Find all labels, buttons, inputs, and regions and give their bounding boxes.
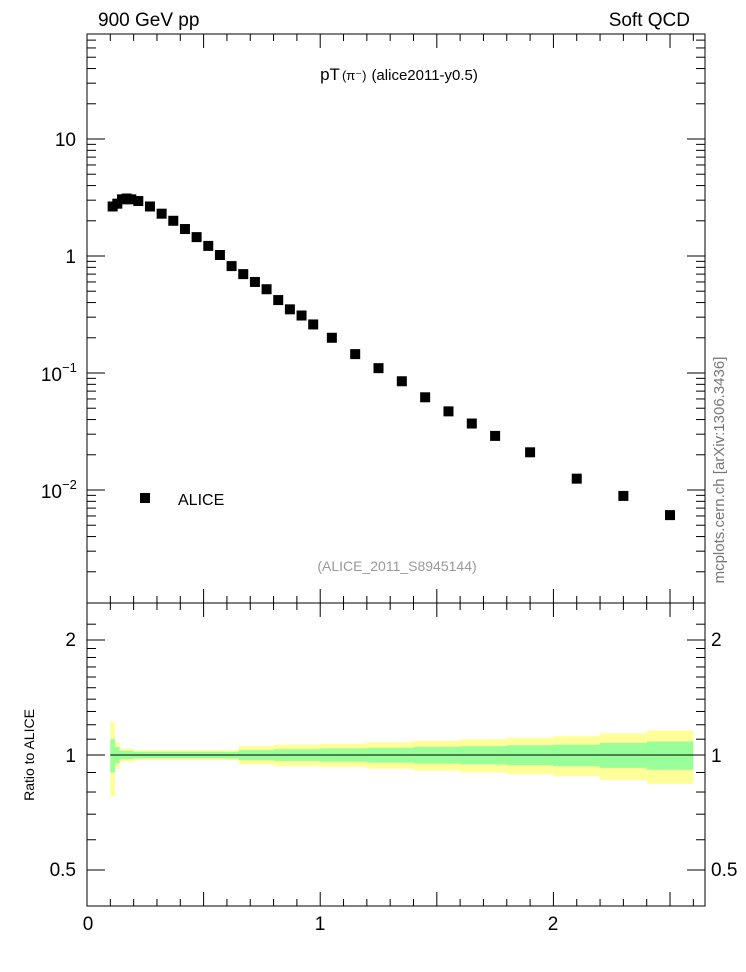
x-tick-label-1: 1 [315,914,326,935]
data-point [308,319,319,330]
ratio-y-tick-label-right-2: 2 [711,630,722,651]
y-tick-label-1e-1: 10 [41,365,62,386]
ratio-y-tick-label-2: 2 [65,630,76,651]
legend-label: ALICE [178,492,224,509]
data-point [273,295,284,306]
data-point [618,490,629,501]
data-point [443,406,454,417]
ratio-panel: 2 1 0.5 2 1 0.5 Ratio to ALICE 0 1 2 [21,602,737,935]
data-point [665,510,676,521]
data-point [261,284,272,295]
y-tick-label-1e-2-base: 10 [41,482,62,503]
y-tick-label-10: 10 [55,130,76,151]
legend: ALICE [140,492,224,509]
data-point [179,224,190,235]
header-left-label: 900 GeV pp [98,10,199,31]
data-point [238,269,249,280]
data-point [420,392,431,403]
data-point [396,376,407,387]
data-point [284,304,295,315]
title-tag: (alice2011-y0.5) [371,67,477,84]
data-point [296,310,307,321]
data-point [144,201,155,212]
data-point [350,349,361,360]
data-point [133,196,144,207]
data-point [168,215,179,226]
data-point [490,430,501,441]
ratio-y-ticks [87,623,705,871]
y-tick-label-1e-2-exp: −2 [62,477,77,492]
legend-marker [140,493,150,503]
y-tick-label-1e-1-base: 10 [41,365,62,386]
main-y-tick-labels: 10 1 10 −1 10 −2 [41,130,77,503]
data-point [249,276,260,287]
side-source-label: mcplots.cern.ch [arXiv:1306.3436] [711,357,728,584]
y-tick-label-1: 1 [65,247,76,268]
main-title: pT (π⁻) (alice2011-y0.5) [320,65,478,84]
ratio-x-ticks [86,603,694,906]
data-point [126,194,137,205]
data-point [203,240,214,251]
data-point [226,261,237,272]
header-right-label: Soft QCD [609,10,690,31]
y-tick-label-1e-2: 10 [41,482,62,503]
ratio-y-axis-label: Ratio to ALICE [21,709,37,801]
data-point [191,232,202,243]
x-tick-label-2: 2 [548,914,559,935]
data-point [525,447,536,458]
title-observable: pT [320,65,340,84]
ratio-bands [110,722,694,797]
title-particle: (π⁻) [342,68,367,83]
analysis-id-label: (ALICE_2011_S8945144) [317,558,476,574]
data-point [571,473,582,484]
data-point [156,208,167,219]
ratio-y-tick-label-1: 1 [65,746,76,767]
data-point [326,332,337,343]
data-point [214,249,225,260]
main-panel: 10 1 10 −1 10 −2 ALICE [41,33,706,604]
data-points [107,193,676,521]
data-point [373,363,384,374]
ratio-y-tick-label-right-0.5: 0.5 [711,860,737,881]
y-tick-label-1e-1-exp: −1 [62,360,77,375]
ratio-y-tick-label-right-1: 1 [711,746,722,767]
ratio-y-tick-label-0.5: 0.5 [50,860,76,881]
main-x-ticks [86,34,694,603]
x-tick-label-0: 0 [83,914,94,935]
data-point [466,418,477,429]
main-y-ticks [87,39,705,573]
ratio-band-inner [110,739,694,773]
main-panel-frame [86,33,706,604]
